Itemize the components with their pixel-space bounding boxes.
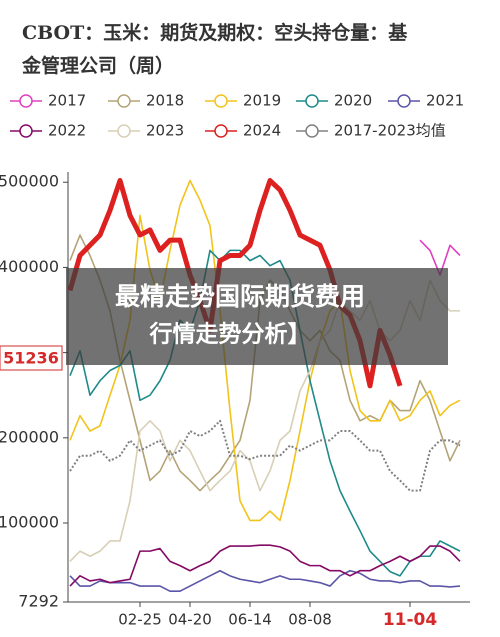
overlay-banner: 最精走势国际期货费用 行情走势分析】: [66, 268, 448, 365]
legend-marker-circle: [117, 94, 131, 108]
series-line: [69, 249, 461, 577]
y-tick-label: 500000: [0, 172, 59, 191]
legend-label: 2017: [48, 92, 86, 110]
y-tick-label: 400000: [0, 257, 59, 276]
legend-label: 2023: [146, 122, 184, 140]
plot-area: 729210000020000030000040000050000002-250…: [0, 172, 470, 630]
x-tick-label: 02-25: [118, 611, 162, 629]
value-tag: 51236: [0, 345, 63, 371]
legend-marker-circle: [397, 94, 411, 108]
legend-label: 2017-2023均值: [334, 122, 446, 140]
series-line: [69, 179, 461, 522]
legend-label: 2018: [146, 92, 184, 110]
legend-marker-circle: [305, 124, 319, 138]
value-tag-text: 51236: [3, 349, 59, 368]
legend-marker-circle: [19, 94, 33, 108]
series-line: [69, 544, 461, 587]
y-tick-label: 200000: [0, 427, 59, 446]
y-tick-label: 100000: [0, 513, 59, 532]
legend-label: 2019: [243, 92, 281, 110]
legend-label: 2024: [243, 122, 281, 140]
legend-label: 2020: [334, 92, 372, 110]
legend-label: 2022: [48, 122, 86, 140]
series-line: [69, 569, 461, 592]
chart-title-line: CBOT：玉米：期货及期权：空头持仓量：基: [22, 21, 408, 44]
banner-bg: [66, 268, 448, 365]
legend-marker-circle: [214, 124, 228, 138]
title: CBOT：玉米：期货及期权：空头持仓量：基 金管理公司（周）: [21, 21, 408, 77]
y-tick-label: 7292: [18, 592, 59, 611]
legend-marker-circle: [19, 124, 33, 138]
legend-marker-circle: [117, 124, 131, 138]
legend-label: 2021: [426, 92, 464, 110]
legend: 2017 2018 2019 2020 2021 2022 2023 2024 2017-202…: [10, 92, 464, 140]
banner-line: 最精走势国际期货费用: [115, 282, 365, 311]
legend-marker-circle: [305, 94, 319, 108]
x-tick-label: 06-14: [228, 611, 272, 629]
x-tick-label: 04-20: [168, 611, 212, 629]
legend-marker-circle: [214, 94, 228, 108]
x-tick-label: 08-08: [288, 611, 332, 629]
banner-line: 行情走势分析】: [149, 321, 311, 348]
chart-title-line: 金管理公司（周）: [21, 54, 174, 77]
value-tag-box: [0, 345, 63, 371]
series-line: [69, 419, 461, 492]
x-tick-label: 11-04: [383, 610, 438, 630]
